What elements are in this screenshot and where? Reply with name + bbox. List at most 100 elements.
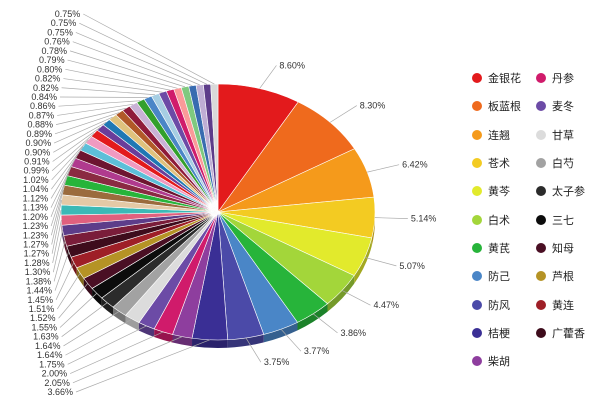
legend-item[interactable]: 连翘 — [472, 121, 536, 149]
slice-label-31: 1.04% — [23, 184, 49, 194]
legend-item[interactable]: 三七 — [536, 205, 600, 233]
leader-line-13 — [65, 318, 133, 356]
legend-item[interactable]: 黄芪 — [472, 234, 536, 262]
leader-line-38 — [55, 107, 127, 125]
legend-swatch — [472, 186, 482, 197]
leader-line-40 — [58, 100, 141, 107]
pie-side-16 — [92, 288, 102, 306]
slice-label-45: 0.79% — [39, 55, 65, 65]
legend-swatch — [472, 242, 482, 253]
leader-line-34 — [52, 127, 101, 162]
legend-item[interactable]: 防己 — [472, 262, 536, 290]
legend-item[interactable]: 板蓝根 — [472, 92, 536, 120]
leader-line-11 — [70, 331, 164, 374]
leader-line-39 — [57, 103, 134, 116]
leader-line-36 — [53, 116, 113, 144]
legend-swatch — [472, 158, 482, 169]
slice-label-46: 0.78% — [42, 46, 68, 56]
slice-label-38: 0.88% — [27, 120, 53, 130]
slice-label-14: 1.64% — [35, 341, 61, 351]
legend-label: 黄芪 — [488, 242, 510, 255]
leader-line-14 — [63, 311, 120, 347]
leader-line-33 — [51, 133, 95, 171]
pie-side-walls — [61, 212, 375, 348]
leader-line-5 — [341, 290, 371, 306]
pie-side-15 — [101, 297, 114, 316]
legend-item[interactable]: 麦冬 — [536, 92, 600, 120]
slice-label-22: 1.30% — [25, 267, 51, 277]
legend-item[interactable]: 广藿香 — [536, 319, 600, 347]
legend-item[interactable]: 桔梗 — [472, 319, 536, 347]
legend-swatch — [536, 299, 546, 310]
legend-label: 芦根 — [552, 271, 574, 284]
leader-line-25 — [51, 199, 63, 245]
legend-swatch — [472, 327, 482, 338]
leader-line-49 — [79, 22, 208, 85]
pie-side-10 — [172, 334, 193, 347]
pie-side-4 — [354, 237, 372, 284]
leader-line-28 — [50, 170, 70, 217]
leader-line-19 — [55, 262, 75, 300]
leader-line-20 — [54, 251, 70, 291]
legend-swatch — [536, 73, 546, 84]
leader-line-35 — [53, 121, 107, 153]
leader-line-17 — [58, 283, 89, 319]
slice-label-8: 3.75% — [264, 357, 290, 367]
pie-side-13 — [125, 315, 139, 331]
pie-side-21 — [63, 235, 67, 255]
slice-label-42: 0.82% — [33, 83, 59, 93]
legend-item[interactable]: 太子参 — [536, 177, 600, 205]
legend-item[interactable]: 芦根 — [536, 262, 600, 290]
leader-line-32 — [51, 139, 89, 181]
pie-slice-0[interactable] — [217, 83, 299, 213]
legend-item[interactable]: 防风 — [472, 290, 536, 318]
leader-line-27 — [50, 180, 67, 227]
legend-item[interactable]: 黄芩 — [472, 177, 536, 205]
leader-line-26 — [51, 189, 64, 236]
slice-label-50: 0.75% — [55, 9, 81, 19]
leader-line-47 — [72, 41, 193, 87]
leader-line-6 — [312, 313, 338, 334]
slice-label-33: 0.99% — [24, 166, 50, 176]
legend-item[interactable]: 白术 — [472, 205, 536, 233]
legend-item[interactable]: 知母 — [536, 234, 600, 262]
legend-label: 金银花 — [488, 73, 521, 86]
legend-swatch — [536, 271, 546, 282]
legend-label: 防风 — [488, 299, 510, 312]
legend-item[interactable]: 柴胡 — [472, 347, 536, 375]
legend-label: 黄芩 — [488, 186, 510, 199]
leader-line-31 — [51, 146, 84, 190]
leader-line-12 — [67, 325, 147, 365]
legend-item[interactable]: 黄连 — [536, 290, 600, 318]
pie-side-18 — [76, 267, 84, 287]
legend-item[interactable]: 苍术 — [472, 149, 536, 177]
slice-label-24: 1.27% — [24, 249, 50, 259]
legend-item[interactable]: 金银花 — [472, 64, 536, 92]
slice-label-1: 8.30% — [360, 101, 386, 111]
legend-label: 白术 — [488, 214, 510, 227]
legend-swatch — [472, 101, 482, 112]
pie-side-6 — [297, 303, 328, 331]
leader-line-44 — [65, 68, 171, 91]
slice-label-28: 1.20% — [22, 212, 48, 222]
slice-label-27: 1.23% — [23, 221, 49, 231]
leader-line-0 — [259, 65, 277, 89]
legend-item[interactable]: 丹参 — [536, 64, 600, 92]
slice-label-6: 3.86% — [341, 328, 367, 338]
slice-label-47: 0.76% — [44, 37, 70, 47]
chart-legend: 金银花 丹参 板蓝根 麦冬连翘 甘草苍术 白芍黄芩 太子参白术 三七黄芪 知母 防己 芦根防风 黄连桔… — [472, 64, 600, 375]
legend-item[interactable]: 白芍 — [536, 149, 600, 177]
leader-line-24 — [51, 209, 62, 254]
leader-line-43 — [63, 78, 163, 93]
legend-item[interactable]: 甘草 — [536, 121, 600, 149]
legend-swatch — [472, 271, 482, 282]
legend-label: 甘草 — [552, 129, 574, 142]
leader-line-46 — [69, 50, 186, 88]
leader-line-50 — [83, 13, 215, 85]
legend-label: 麦冬 — [552, 101, 574, 114]
pie-side-3 — [371, 212, 375, 246]
leader-line-22 — [52, 230, 63, 273]
slice-label-15: 1.63% — [33, 332, 59, 342]
slice-label-12: 1.75% — [39, 359, 65, 369]
